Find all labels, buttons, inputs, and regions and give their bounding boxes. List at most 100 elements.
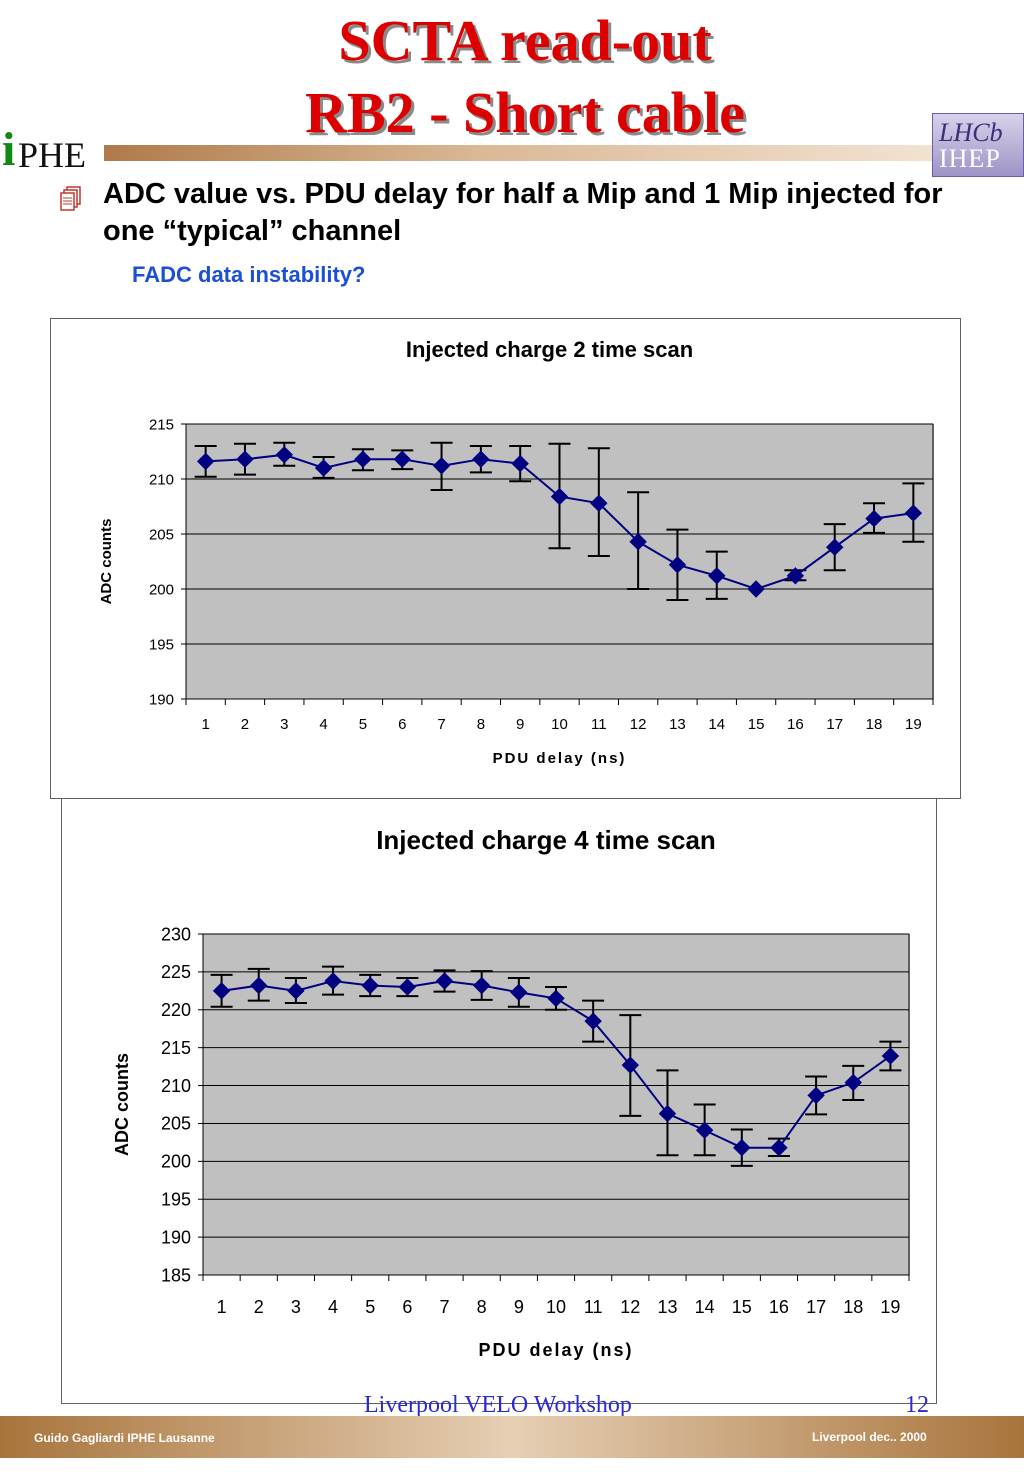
lhcb-logo-text: LHCb [939, 118, 1003, 147]
data-point [196, 452, 215, 471]
x-tick-label: 5 [359, 716, 367, 733]
data-point [361, 976, 379, 995]
data-point [324, 972, 342, 990]
x-tick-label: 16 [787, 716, 804, 733]
chart-title: Injected charge 2 time scan [406, 337, 693, 362]
data-point [747, 580, 765, 598]
x-tick-label: 4 [319, 716, 327, 733]
x-tick-label: 7 [440, 1297, 450, 1317]
x-tick-label: 15 [732, 1297, 752, 1317]
data-point [881, 1047, 900, 1065]
y-tick-label: 220 [161, 1000, 191, 1020]
data-point [547, 989, 565, 1008]
x-tick-label: 9 [514, 1297, 524, 1317]
y-tick-label: 195 [161, 1190, 191, 1210]
y-tick-label: 200 [149, 581, 174, 598]
x-tick-label: 16 [769, 1297, 789, 1317]
data-point [472, 450, 490, 468]
y-tick-label: 210 [161, 1076, 191, 1096]
x-axis-label: PDU delay (ns) [493, 750, 627, 767]
slide-title-line-2: RB2 - Short cable [305, 80, 745, 145]
data-point [435, 972, 454, 990]
x-tick-label: 3 [280, 716, 288, 733]
x-tick-label: 17 [826, 716, 843, 733]
x-axis-label: PDU delay (ns) [478, 1340, 633, 1360]
data-point [510, 983, 528, 1002]
x-tick-label: 13 [669, 716, 686, 733]
x-tick-label: 3 [291, 1297, 301, 1317]
data-point [826, 538, 844, 556]
x-tick-label: 18 [866, 716, 883, 733]
footer-author: Guido Gagliardi IPHE Lausanne [34, 1431, 215, 1445]
data-point [629, 532, 647, 551]
x-tick-label: 4 [328, 1297, 338, 1317]
data-point [250, 976, 268, 995]
data-point [695, 1121, 714, 1139]
iphe-logo-i: i [2, 123, 16, 176]
data-point [314, 459, 333, 477]
x-tick-label: 8 [477, 716, 485, 733]
x-tick-label: 10 [551, 716, 568, 733]
iphe-logo: i PHE [0, 112, 104, 176]
data-point [472, 976, 491, 995]
x-tick-label: 7 [437, 716, 445, 733]
x-tick-label: 18 [843, 1297, 863, 1317]
data-point [590, 494, 608, 512]
data-point [733, 1138, 751, 1157]
x-tick-label: 19 [905, 716, 922, 733]
chart-title: Injected charge 4 time scan [376, 825, 716, 855]
y-tick-label: 185 [161, 1265, 191, 1285]
x-tick-label: 14 [708, 716, 725, 733]
chart-charge-4: 185 190 195 200 205 210 215 220 225 230 1 2 3 4 5 6 7 8 9 1… [61, 798, 937, 1404]
plot-area [202, 933, 910, 1276]
bullet-subtext: FADC data instability? [132, 262, 366, 287]
data-point [807, 1086, 825, 1105]
y-tick-label: 230 [161, 924, 191, 944]
x-tick-label: 12 [630, 716, 647, 733]
x-tick-label: 9 [516, 716, 524, 733]
y-tick-label: 195 [149, 636, 174, 653]
iphe-logo-text: PHE [18, 135, 87, 175]
data-point [550, 487, 569, 506]
data-point [708, 567, 726, 585]
data-point [658, 1104, 677, 1123]
lhcb-ihep-logo: LHCb IHEP [932, 113, 1024, 177]
footer-date: Liverpool dec.. 2000 [812, 1430, 927, 1444]
data-point [584, 1012, 602, 1030]
x-tick-label: 12 [620, 1297, 640, 1317]
y-tick-label: 190 [149, 691, 174, 708]
x-tick-label: 8 [477, 1297, 487, 1317]
data-point [354, 450, 372, 468]
data-point [393, 450, 411, 468]
y-tick-label: 215 [149, 416, 174, 433]
data-point [511, 454, 529, 473]
footer-bar [0, 1416, 1024, 1458]
data-point [275, 446, 293, 464]
data-point [287, 982, 305, 1000]
data-point [236, 450, 254, 468]
data-point [770, 1138, 788, 1157]
data-point [212, 982, 231, 1000]
data-point [668, 556, 687, 574]
y-tick-label: 215 [161, 1038, 191, 1058]
x-tick-label: 1 [201, 716, 209, 733]
x-tick-label: 11 [584, 1297, 603, 1317]
x-tick-label: 1 [217, 1297, 227, 1317]
y-tick-label: 200 [161, 1152, 191, 1172]
data-point [621, 1056, 640, 1074]
y-tick-label: 190 [161, 1227, 191, 1247]
footer-event: Liverpool VELO Workshop [364, 1392, 632, 1418]
x-tick-label: 5 [365, 1297, 375, 1317]
y-tick-label: 205 [161, 1114, 191, 1134]
ihep-logo-text: IHEP [939, 144, 1001, 173]
x-tick-label: 14 [695, 1297, 715, 1317]
x-tick-label: 2 [254, 1297, 264, 1317]
bullet-text: ADC value vs. PDU delay for half a Mip a… [103, 178, 943, 247]
x-tick-label: 6 [398, 716, 406, 733]
x-tick-label: 17 [806, 1297, 826, 1317]
document-stack-icon [60, 186, 81, 211]
y-tick-label: 205 [149, 526, 174, 543]
x-tick-label: 13 [657, 1297, 677, 1317]
